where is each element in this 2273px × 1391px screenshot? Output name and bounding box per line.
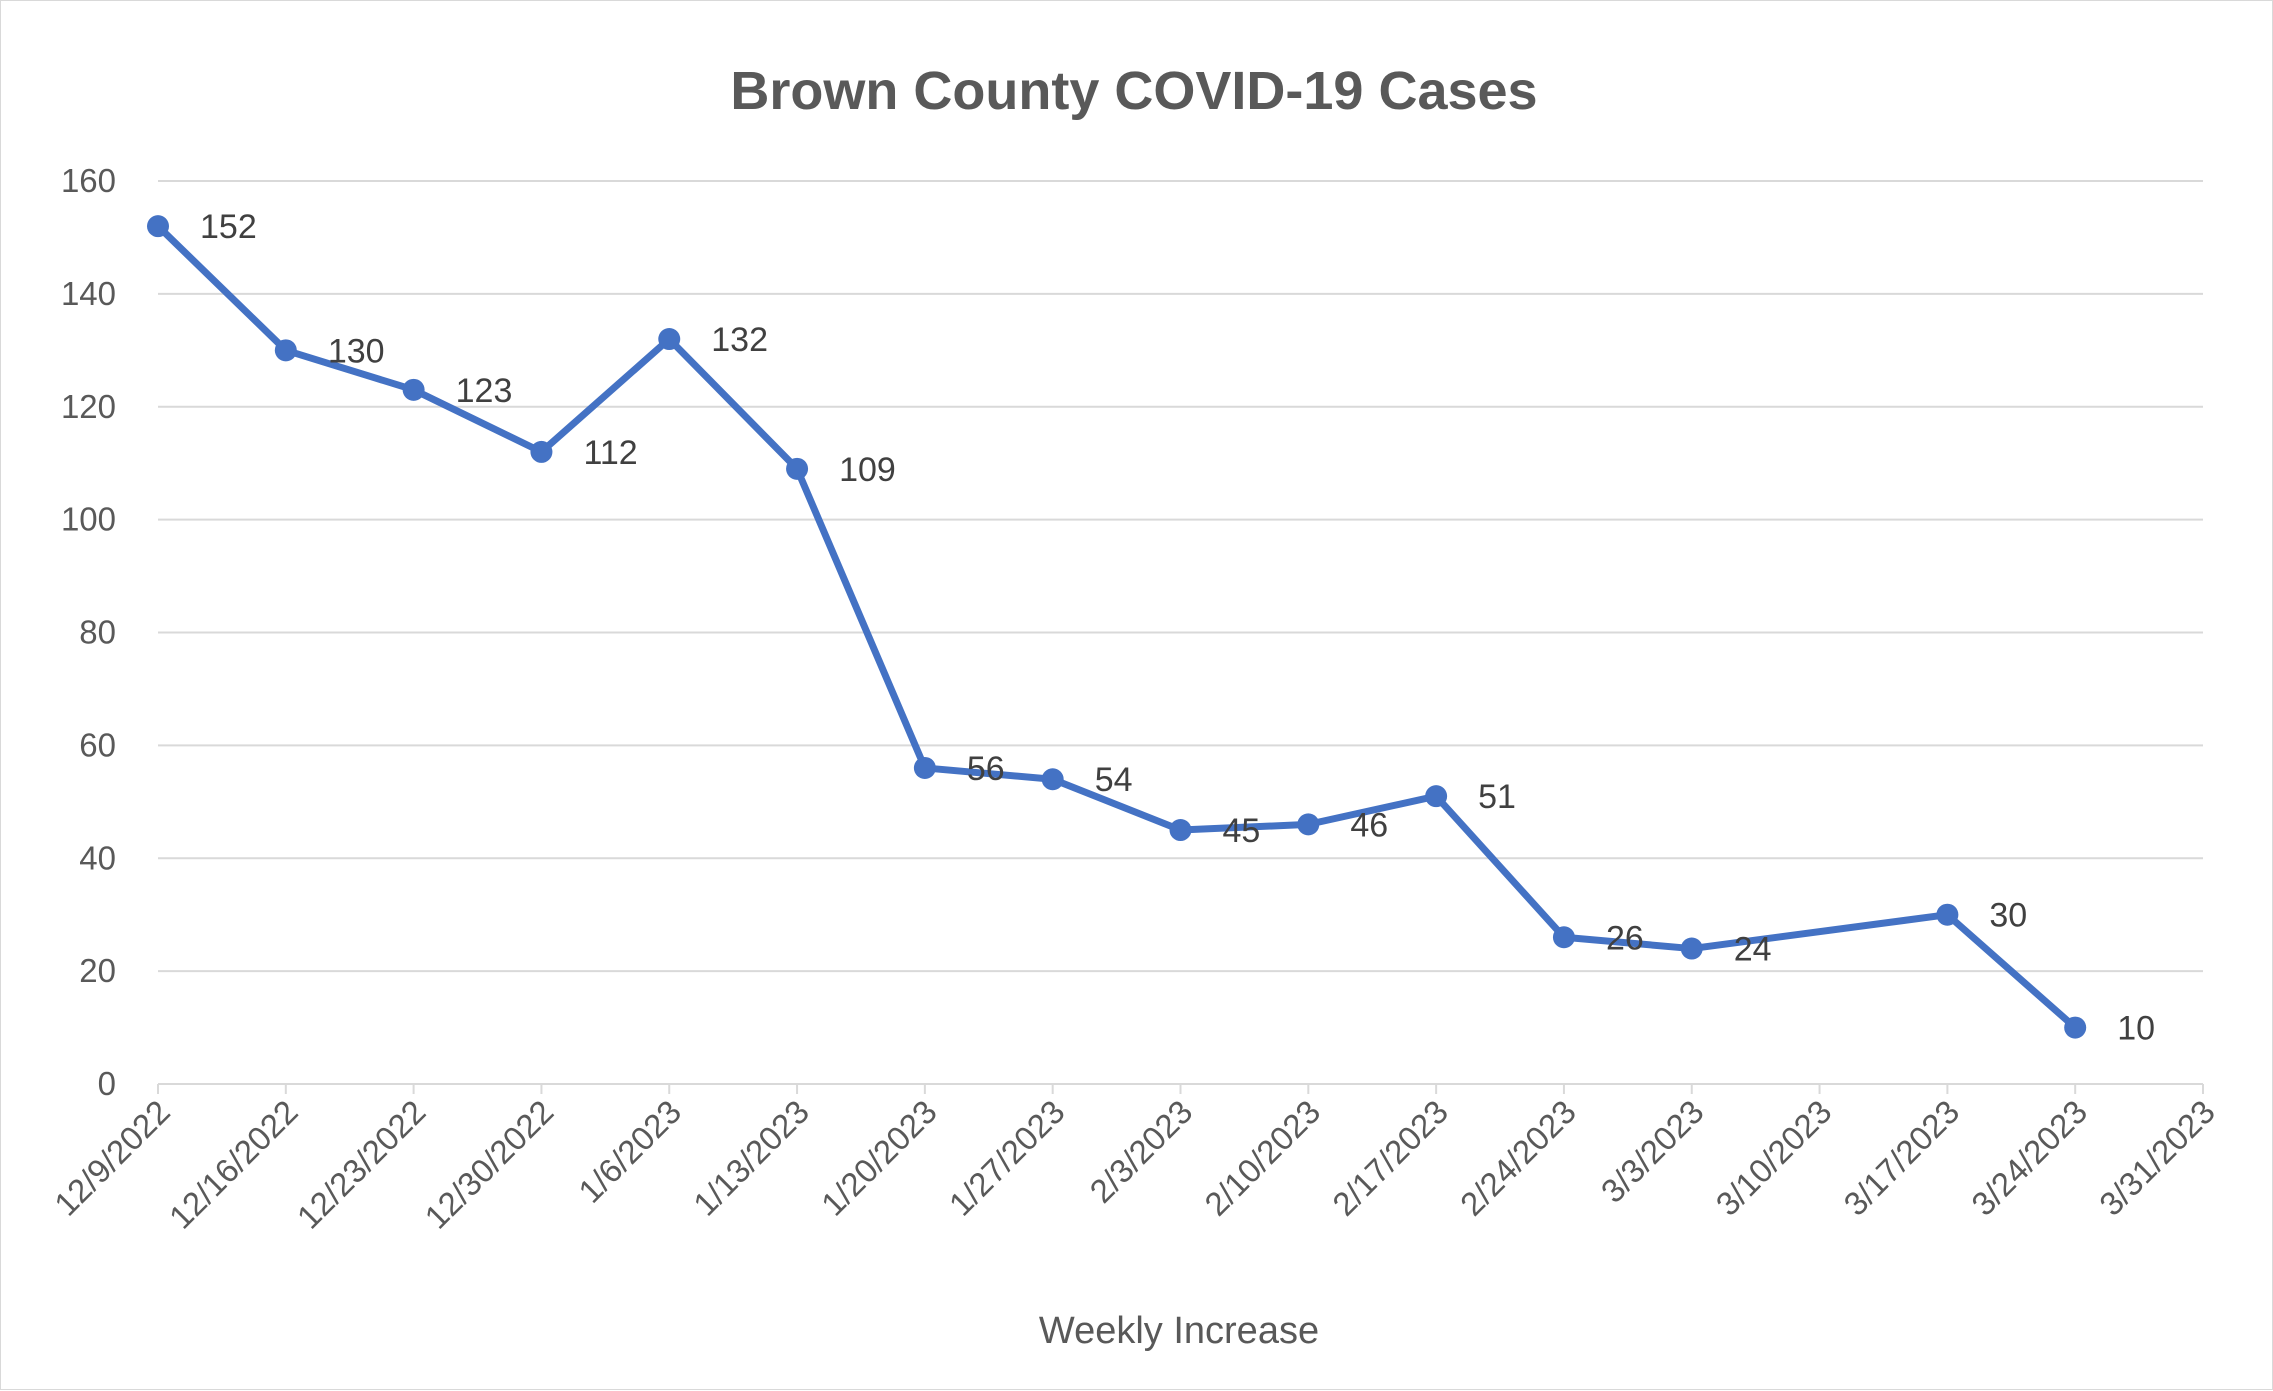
y-tick-label: 40 [79,839,116,876]
x-tick-label: 12/16/2022 [162,1093,305,1236]
gridlines [158,180,2203,1085]
x-tick-label: 3/24/2023 [1964,1093,2094,1223]
data-point [913,756,936,779]
data-point [1041,768,1064,791]
data-label: 54 [1095,761,1133,799]
x-tick-label: 3/3/2023 [1594,1093,1711,1210]
y-tick-label: 100 [61,501,116,538]
y-tick-label: 120 [61,388,116,425]
series-cases [147,215,2087,1039]
y-tick-label: 0 [98,1065,116,1102]
data-point [1936,903,1959,926]
data-label: 24 [1734,931,1772,969]
y-tick-label: 60 [79,726,116,763]
y-tick-label: 80 [79,614,116,651]
data-label: 10 [2117,1010,2155,1048]
x-tick-label: 3/17/2023 [1836,1093,1966,1223]
data-label: 132 [711,321,768,359]
data-label: 130 [328,332,385,370]
x-tick-label: 12/9/2022 [47,1093,177,1223]
data-point [1169,819,1192,842]
data-point [1425,785,1448,808]
y-tick-label: 140 [61,275,116,312]
x-tick-label: 2/10/2023 [1197,1093,1327,1223]
data-label: 56 [967,750,1005,788]
x-tick-label: 1/27/2023 [942,1093,1072,1223]
series-line [154,222,2079,1032]
data-point [786,457,809,480]
data-label: 46 [1350,806,1388,844]
x-axis-title: Weekly Increase [1039,1310,1319,1352]
x-tick-label: 12/30/2022 [417,1093,560,1236]
x-tick-label: 3/31/2023 [2092,1093,2222,1223]
x-tick-label: 2/17/2023 [1325,1093,1455,1223]
data-label: 30 [1989,897,2027,935]
chart-title: Brown County COVID-19 Cases [730,61,1537,121]
data-point [147,215,169,238]
x-tick-label: 1/6/2023 [571,1093,688,1210]
data-label: 45 [1223,812,1261,850]
x-tick-label: 2/24/2023 [1453,1093,1583,1223]
data-point [1680,937,1703,960]
y-tick-label: 160 [61,162,116,199]
data-label: 112 [583,434,637,472]
x-tick-label: 2/3/2023 [1082,1093,1199,1210]
data-labels: 152 130 123 112 132 109 56 54 45 46 51 26 24 30 10 [200,208,2155,1047]
data-point [1552,926,1575,949]
data-point [2064,1016,2087,1039]
data-label: 123 [456,372,513,410]
x-tick-label: 3/10/2023 [1709,1093,1839,1223]
x-tick-label: 1/13/2023 [686,1093,816,1223]
y-axis-ticks: 0 20 40 60 80 100 120 140 160 [61,162,116,1102]
x-tick-label: 1/20/2023 [814,1093,944,1223]
data-point [274,339,297,362]
data-label: 152 [200,208,257,246]
data-point [658,328,681,351]
data-label: 109 [839,451,896,489]
data-label: 26 [1606,919,1644,957]
y-tick-label: 20 [79,952,116,989]
data-point [402,378,425,401]
data-label: 51 [1478,778,1516,816]
data-point [1297,813,1320,836]
x-tick-label: 12/23/2022 [290,1093,433,1236]
data-point [530,440,553,463]
